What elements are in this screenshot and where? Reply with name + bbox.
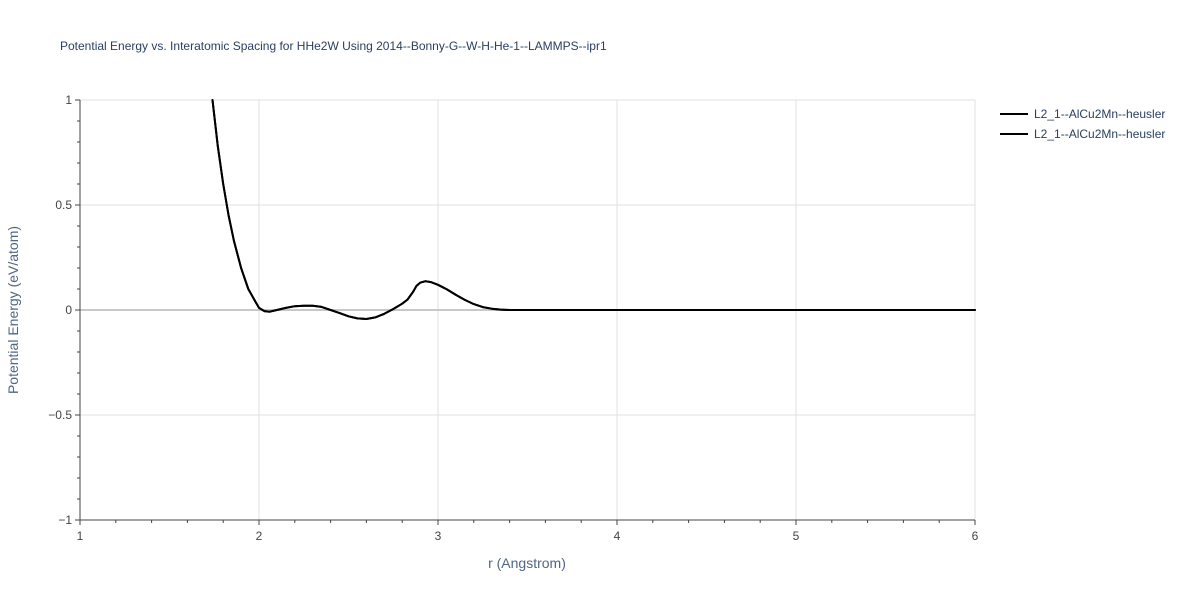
y-axis-title: Potential Energy (eV/atom) (5, 226, 21, 394)
legend-label: L2_1--AlCu2Mn--heusler (1034, 107, 1165, 121)
y-tick-label: −0.5 (48, 408, 72, 422)
y-tick-label: 0.5 (55, 198, 72, 212)
series-line-2 (211, 99, 976, 320)
y-tick-label: −1 (58, 513, 72, 527)
x-axis-title: r (Angstrom) (488, 555, 566, 571)
x-tick-label: 4 (614, 529, 621, 543)
x-tick-label: 1 (77, 529, 84, 543)
chart-title: Potential Energy vs. Interatomic Spacing… (60, 39, 607, 53)
legend-item-1[interactable]: L2_1--AlCu2Mn--heusler (1000, 107, 1165, 121)
legend[interactable]: L2_1--AlCu2Mn--heusler L2_1--AlCu2Mn--heu… (1000, 107, 1165, 141)
series-line-1 (211, 99, 976, 320)
x-tick-label: 2 (256, 529, 263, 543)
x-tick-label: 6 (972, 529, 979, 543)
axes-layer: 1 2 3 4 5 6 −1 −0.5 0 0.5 1 (48, 93, 978, 543)
x-tick-label: 5 (793, 529, 800, 543)
legend-item-2[interactable]: L2_1--AlCu2Mn--heusler (1000, 127, 1165, 141)
series-layer (211, 99, 976, 320)
legend-label: L2_1--AlCu2Mn--heusler (1034, 127, 1165, 141)
y-tick-label: 0 (65, 303, 72, 317)
x-tick-label: 3 (435, 529, 442, 543)
y-tick-label: 1 (65, 93, 72, 107)
